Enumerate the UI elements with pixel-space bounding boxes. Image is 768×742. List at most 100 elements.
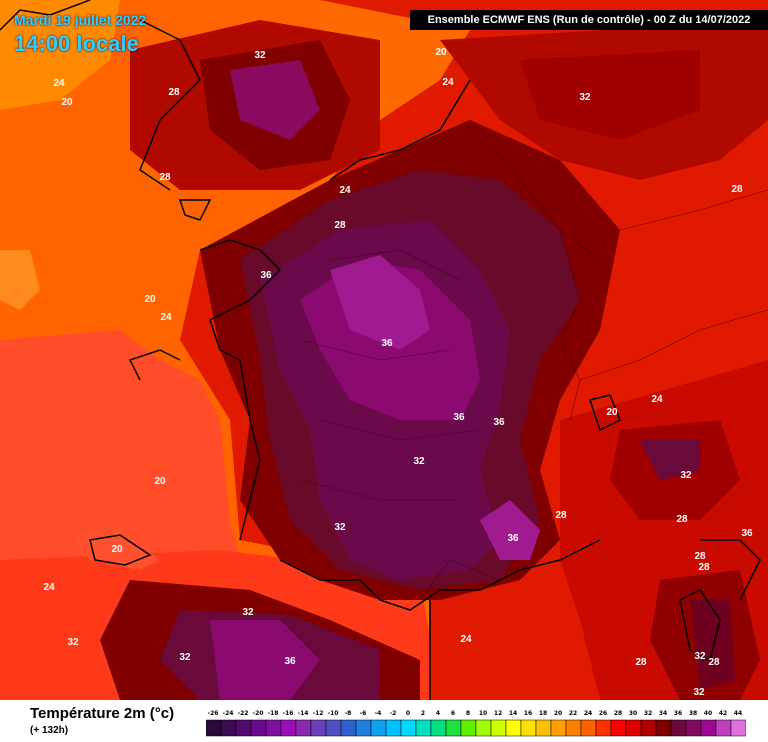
temperature-label: 24 bbox=[160, 312, 172, 323]
temperature-label: 28 bbox=[698, 562, 710, 573]
temperature-label: 36 bbox=[507, 533, 519, 544]
scale-tick-label: 18 bbox=[539, 710, 547, 717]
scale-color-swatch bbox=[505, 719, 522, 737]
scale-color-swatch bbox=[625, 719, 642, 737]
scale-color-swatch bbox=[640, 719, 657, 737]
scale-color-swatch bbox=[445, 719, 462, 737]
scale-color-swatch bbox=[280, 719, 297, 737]
scale-tick-label: 34 bbox=[659, 710, 667, 717]
temperature-label: 24 bbox=[339, 185, 351, 196]
scale-tick-label: 20 bbox=[554, 710, 562, 717]
scale-color-swatch bbox=[400, 719, 417, 737]
scale-color-swatch bbox=[430, 719, 447, 737]
scale-tick-label: 42 bbox=[719, 710, 727, 717]
legend-title: Température 2m (°c) bbox=[30, 705, 175, 722]
temperature-label: 32 bbox=[413, 456, 425, 467]
model-run-banner: Ensemble ECMWF ENS (Run de contrôle) - 0… bbox=[410, 10, 768, 30]
scale-tick-label: -26 bbox=[208, 710, 219, 717]
temperature-label: 32 bbox=[694, 651, 706, 662]
temperature-label: 28 bbox=[731, 184, 743, 195]
border-lines bbox=[299, 119, 768, 601]
scale-tick-label: 36 bbox=[674, 710, 682, 717]
forecast-date: Mardi 19 juillet 2022 bbox=[14, 12, 147, 28]
scale-color-swatch bbox=[655, 719, 672, 737]
temperature-label: 36 bbox=[381, 338, 393, 349]
temperature-label: 20 bbox=[435, 47, 447, 58]
scale-tick-label: -20 bbox=[253, 710, 264, 717]
temperature-label: 32 bbox=[680, 470, 692, 481]
scale-color-swatch bbox=[700, 719, 717, 737]
scale-color-swatch bbox=[206, 719, 222, 737]
scale-color-swatch bbox=[370, 719, 387, 737]
temperature-label: 24 bbox=[460, 634, 472, 645]
scale-tick-label: -24 bbox=[223, 710, 234, 717]
temperature-label: 24 bbox=[651, 394, 663, 405]
scale-color-swatch bbox=[730, 719, 746, 737]
scale-tick-label: -18 bbox=[268, 710, 279, 717]
temperature-label: 32 bbox=[67, 637, 79, 648]
temperature-label: 28 bbox=[555, 510, 567, 521]
scale-color-swatch bbox=[250, 719, 267, 737]
scale-tick-label: -22 bbox=[238, 710, 249, 717]
scale-tick-label: -12 bbox=[313, 710, 324, 717]
scale-color-swatch bbox=[685, 719, 702, 737]
scale-color-swatch bbox=[490, 719, 507, 737]
scale-color-swatch bbox=[535, 719, 552, 737]
scale-tick-label: 10 bbox=[479, 710, 487, 717]
scale-color-swatch bbox=[715, 719, 732, 737]
temperature-label: 36 bbox=[453, 412, 465, 423]
scale-color-swatch bbox=[265, 719, 282, 737]
temperature-label: 28 bbox=[676, 514, 688, 525]
temperature-label: 28 bbox=[334, 220, 346, 231]
temperature-label: 28 bbox=[635, 657, 647, 668]
scale-color-swatch bbox=[325, 719, 342, 737]
color-scale: -26 -24 -22 -20 -18 -16 -14 -12 -10 -8 -6 -4 -2 0 2 4 6 8… bbox=[206, 710, 746, 737]
temperature-label: 36 bbox=[284, 656, 296, 667]
scale-tick-label: -6 bbox=[360, 710, 367, 717]
temperature-label: 32 bbox=[254, 50, 266, 61]
scale-tick-label: 38 bbox=[689, 710, 697, 717]
temperature-label: 20 bbox=[111, 544, 123, 555]
scale-tick-label: 40 bbox=[704, 710, 712, 717]
scale-color-swatch bbox=[355, 719, 372, 737]
coastlines bbox=[0, 0, 761, 700]
forecast-time: 14:00 locale bbox=[14, 31, 139, 56]
temperature-label: 28 bbox=[694, 551, 706, 562]
scale-tick-label: 28 bbox=[614, 710, 622, 717]
temperature-label: 28 bbox=[708, 657, 720, 668]
scale-color-swatch bbox=[415, 719, 432, 737]
temperature-label: 32 bbox=[242, 607, 254, 618]
scale-color-swatch bbox=[580, 719, 597, 737]
scale-tick-label: -14 bbox=[298, 710, 309, 717]
legend-subtitle: (+ 132h) bbox=[30, 725, 69, 736]
temperature-label: 32 bbox=[334, 522, 346, 533]
temperature-label: 32 bbox=[179, 652, 191, 663]
scale-color-swatch bbox=[310, 719, 327, 737]
scale-color-swatch bbox=[340, 719, 357, 737]
scale-tick-label: 30 bbox=[629, 710, 637, 717]
scale-color-swatch bbox=[610, 719, 627, 737]
scale-color-swatch bbox=[550, 719, 567, 737]
temperature-label: 20 bbox=[154, 476, 166, 487]
scale-tick-label: 8 bbox=[466, 710, 470, 717]
temperature-label: 36 bbox=[260, 270, 272, 281]
scale-tick-label: 32 bbox=[644, 710, 652, 717]
temperature-label: 36 bbox=[493, 417, 505, 428]
temperature-label: 28 bbox=[168, 87, 180, 98]
color-legend: Température 2m (°c) (+ 132h) -26 -24 -22 -2… bbox=[0, 700, 768, 742]
temperature-label: 32 bbox=[579, 92, 591, 103]
scale-color-swatch bbox=[670, 719, 687, 737]
scale-tick-label: 0 bbox=[406, 710, 410, 717]
scale-tick-label: -4 bbox=[375, 710, 382, 717]
scale-tick-label: 22 bbox=[569, 710, 577, 717]
temperature-label: 28 bbox=[159, 172, 171, 183]
temperature-label: 24 bbox=[43, 582, 55, 593]
scale-color-swatch bbox=[235, 719, 252, 737]
scale-tick-label: 44 bbox=[734, 710, 742, 717]
scale-color-swatch bbox=[295, 719, 312, 737]
scale-color-swatch bbox=[220, 719, 237, 737]
scale-tick-label: -16 bbox=[283, 710, 294, 717]
scale-tick-label: 4 bbox=[436, 710, 440, 717]
